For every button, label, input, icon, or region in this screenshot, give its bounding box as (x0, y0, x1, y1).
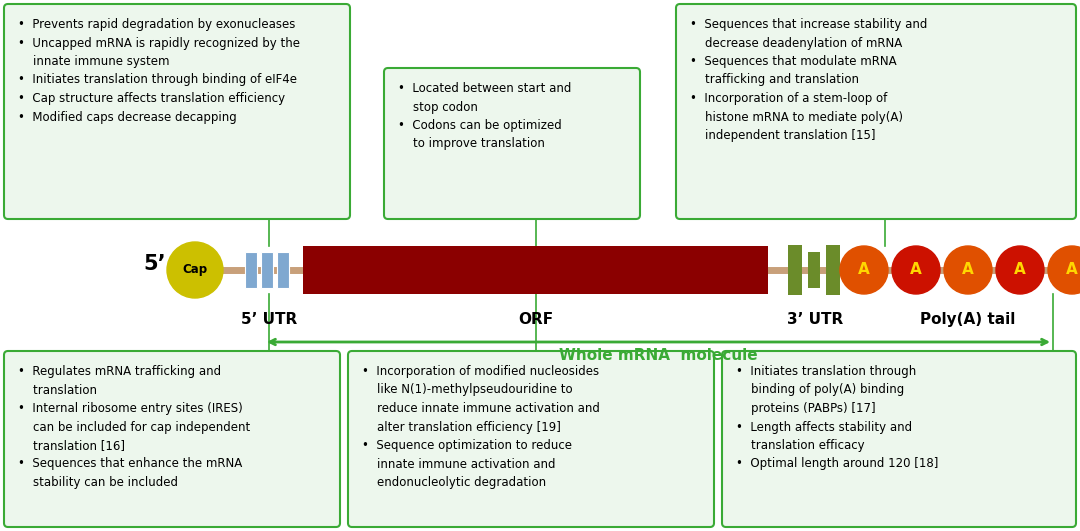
Text: •  Sequences that increase stability and
    decrease deadenylation of mRNA
•  S: • Sequences that increase stability and … (690, 18, 928, 142)
Text: Cap: Cap (183, 263, 207, 277)
Circle shape (840, 246, 888, 294)
FancyBboxPatch shape (723, 351, 1076, 527)
FancyBboxPatch shape (4, 351, 340, 527)
Circle shape (167, 242, 222, 298)
Text: A: A (1014, 262, 1026, 278)
FancyBboxPatch shape (4, 4, 350, 219)
Text: •  Regulates mRNA trafficking and
    translation
•  Internal ribosome entry sit: • Regulates mRNA trafficking and transla… (18, 365, 251, 489)
Text: 5’ UTR: 5’ UTR (241, 312, 297, 327)
Text: •  Incorporation of modified nucleosides
    like N(1)-methylpseudouridine to
  : • Incorporation of modified nucleosides … (362, 365, 599, 489)
Text: •  Prevents rapid degradation by exonucleases
•  Uncapped mRNA is rapidly recogn: • Prevents rapid degradation by exonucle… (18, 18, 300, 124)
Text: •  Initiates translation through
    binding of poly(A) binding
    proteins (PA: • Initiates translation through binding … (735, 365, 939, 470)
Circle shape (996, 246, 1044, 294)
Text: Whole mRNA  molecule: Whole mRNA molecule (559, 348, 758, 363)
Text: A: A (910, 262, 922, 278)
FancyBboxPatch shape (676, 4, 1076, 219)
Bar (276, 252, 289, 288)
Text: 3’ UTR: 3’ UTR (787, 312, 843, 327)
Bar (261, 252, 273, 288)
Text: A: A (859, 262, 869, 278)
Text: 5’: 5’ (144, 254, 166, 274)
Circle shape (892, 246, 940, 294)
Bar (808, 252, 820, 288)
Text: Poly(A) tail: Poly(A) tail (920, 312, 1015, 327)
Bar (245, 252, 257, 288)
Text: A: A (962, 262, 974, 278)
Bar (788, 245, 802, 295)
Text: ORF: ORF (518, 312, 553, 327)
Bar (303, 246, 768, 294)
FancyBboxPatch shape (348, 351, 714, 527)
Bar (826, 245, 840, 295)
Text: •  Located between start and
    stop codon
•  Codons can be optimized
    to im: • Located between start and stop codon •… (399, 82, 571, 150)
Text: A: A (1066, 262, 1078, 278)
Circle shape (944, 246, 993, 294)
Circle shape (1048, 246, 1080, 294)
FancyBboxPatch shape (384, 68, 640, 219)
